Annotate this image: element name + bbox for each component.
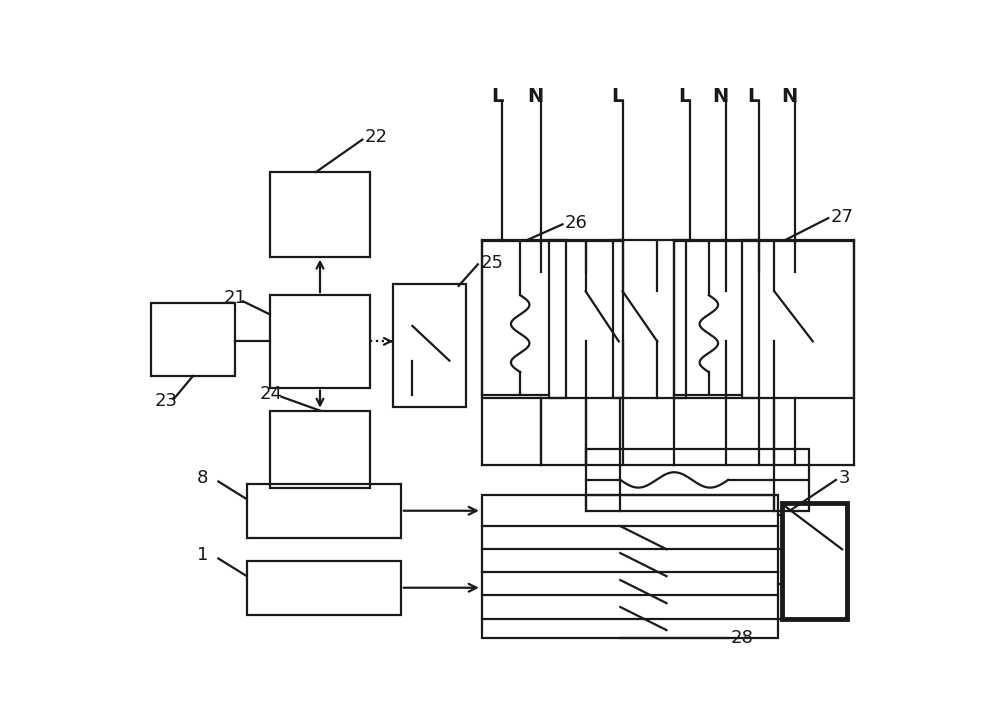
Bar [482,240,566,398]
Bar [270,172,370,257]
Text: 27: 27 [831,208,854,225]
Bar [674,240,759,398]
Bar [247,561,401,615]
Text: 26: 26 [565,214,588,232]
Text: N: N [527,87,544,106]
Bar [742,240,854,398]
Text: 21: 21 [224,289,247,308]
Text: 28: 28 [730,629,753,647]
Text: L: L [747,87,760,106]
Text: L: L [491,87,503,106]
Bar [782,503,847,619]
Text: 22: 22 [365,128,388,146]
Bar [549,240,623,398]
Bar [586,449,809,511]
Text: 23: 23 [154,393,177,411]
Bar [151,303,235,376]
Bar [270,411,370,488]
Bar [613,240,686,398]
Text: N: N [782,87,798,106]
Bar [270,295,370,387]
Text: 3: 3 [838,470,850,487]
Bar [393,284,466,407]
Text: N: N [712,87,729,106]
Text: 1: 1 [197,547,208,564]
Text: 24: 24 [260,385,283,403]
Text: 25: 25 [480,254,503,272]
Bar [482,495,778,638]
Text: L: L [611,87,623,106]
Text: 8: 8 [197,470,208,487]
Bar [247,483,401,538]
Text: L: L [678,87,690,106]
